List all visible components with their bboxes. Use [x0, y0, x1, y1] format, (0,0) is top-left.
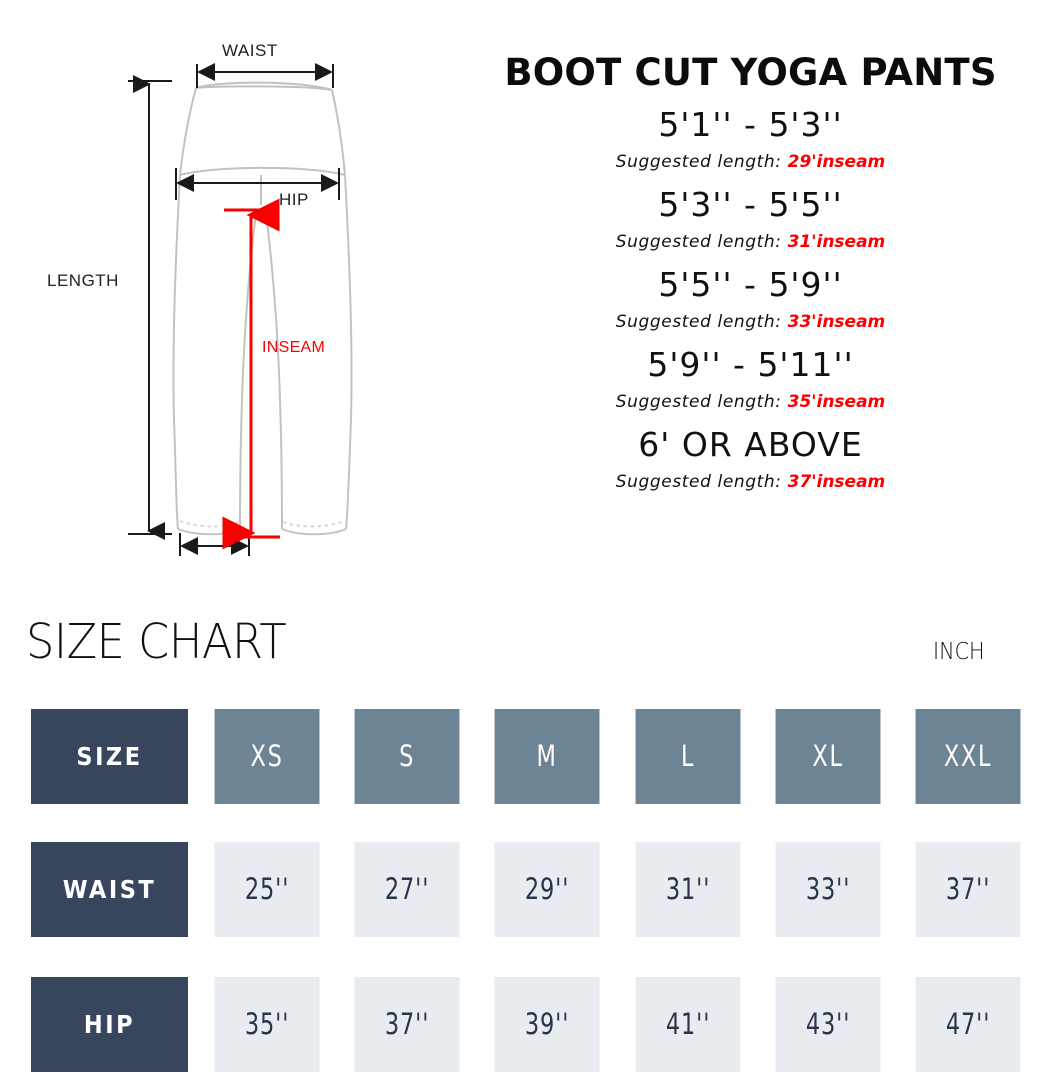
garment-outline	[179, 81, 346, 176]
size-cell-xs: XS	[214, 709, 320, 804]
waist-value-m: 29''	[494, 842, 600, 937]
waist-value-xxl: 37''	[915, 842, 1021, 937]
row-spacer	[31, 804, 1029, 842]
length-measure-arrow	[128, 75, 172, 540]
measurement-guide-section: WAIST HIP LENGTH INSEAM BOOT CUT YOGA PA…	[0, 0, 1061, 596]
suggested-length-line: Suggested length: 31'inseam	[440, 234, 1061, 251]
hem-stitching	[179, 519, 346, 528]
hip-value-l: 41''	[635, 977, 741, 1072]
inseam-measure-arrow	[222, 198, 280, 550]
height-range: 5'1'' - 5'3''	[658, 105, 843, 144]
height-range: 5'9'' - 5'11''	[647, 345, 854, 384]
pants-measurement-diagram: WAIST HIP LENGTH INSEAM	[0, 0, 440, 596]
size-chart-table: SIZE XS S M L XL XXL WAIST 25'' 27'' 29'…	[31, 709, 1029, 1072]
height-range: 5'5'' - 5'9''	[658, 265, 843, 304]
suggested-length-line: Suggested length: 29'inseam	[440, 154, 1061, 171]
row-header-size: SIZE	[31, 709, 188, 804]
hip-value-m: 39''	[494, 977, 600, 1072]
waist-measure-arrow	[196, 63, 334, 88]
height-range: 6' OR ABOVE	[638, 425, 863, 464]
suggested-inseam-value: 31'inseam	[787, 232, 886, 252]
inseam-dimension-label: INSEAM	[262, 339, 326, 356]
row-header-waist: WAIST	[31, 842, 188, 937]
suggested-inseam-value: 29'inseam	[787, 152, 886, 172]
size-cell-m: M	[494, 709, 600, 804]
size-chart-section: SIZE CHART INCH SIZE XS S M L XL XXL WAI…	[0, 596, 1061, 1074]
suggested-length-label: Suggested length:	[615, 232, 782, 252]
waist-value-xl: 33''	[775, 842, 881, 937]
table-row-size: SIZE XS S M L XL XXL	[31, 709, 1029, 804]
size-cell-xxl: XXL	[915, 709, 1021, 804]
page-title: BOOT CUT YOGA PANTS	[504, 51, 997, 94]
size-chart-title: SIZE CHART	[26, 614, 287, 670]
table-row-hip: HIP 35'' 37'' 39'' 41'' 43'' 47''	[31, 977, 1029, 1072]
waist-value-xs: 25''	[214, 842, 320, 937]
length-dimension-label: LENGTH	[47, 271, 119, 290]
row-spacer	[31, 937, 1029, 977]
suggested-length-label: Suggested length:	[615, 392, 782, 412]
row-header-hip: HIP	[31, 977, 188, 1072]
hip-value-xl: 43''	[775, 977, 881, 1072]
table-row-waist: WAIST 25'' 27'' 29'' 31'' 33'' 37''	[31, 842, 1029, 937]
waist-dimension-label: WAIST	[222, 41, 278, 60]
hip-measure-arrow	[175, 168, 340, 200]
suggested-inseam-value: 35'inseam	[787, 392, 886, 412]
size-cell-xl: XL	[775, 709, 881, 804]
hip-value-s: 37''	[354, 977, 460, 1072]
hip-value-xs: 35''	[214, 977, 320, 1072]
size-cell-s: S	[354, 709, 460, 804]
height-range: 5'3'' - 5'5''	[658, 185, 843, 224]
suggested-length-line: Suggested length: 37'inseam	[440, 474, 1061, 491]
waist-value-l: 31''	[635, 842, 741, 937]
height-inseam-guide: BOOT CUT YOGA PANTS 5'1'' - 5'3'' Sugges…	[440, 0, 1061, 596]
suggested-length-line: Suggested length: 35'inseam	[440, 394, 1061, 411]
suggested-length-line: Suggested length: 33'inseam	[440, 314, 1061, 331]
waist-value-s: 27''	[354, 842, 460, 937]
hip-value-xxl: 47''	[915, 977, 1021, 1072]
suggested-length-label: Suggested length:	[615, 152, 782, 172]
unit-label: INCH	[933, 639, 985, 665]
suggested-inseam-value: 33'inseam	[787, 312, 886, 332]
suggested-length-label: Suggested length:	[615, 472, 782, 492]
suggested-inseam-value: 37'inseam	[787, 472, 886, 492]
hip-dimension-label: HIP	[279, 190, 309, 209]
pants-illustration-svg	[128, 63, 353, 556]
size-cell-l: L	[635, 709, 741, 804]
suggested-length-label: Suggested length:	[615, 312, 782, 332]
